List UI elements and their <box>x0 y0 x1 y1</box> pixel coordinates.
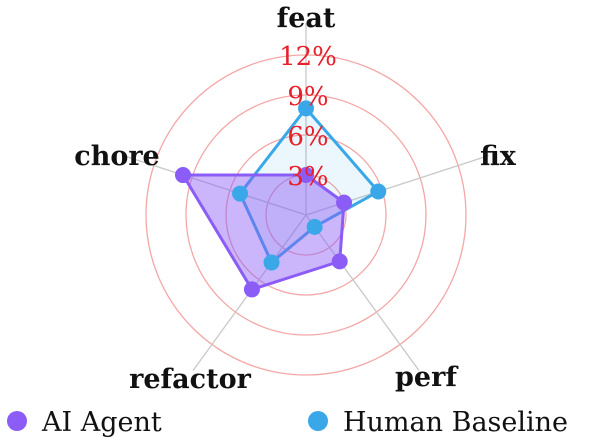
tick-labels: 3% 6% 9% 12% <box>279 42 337 192</box>
data-point-1-chore <box>232 185 249 202</box>
series-area-1 <box>238 106 380 264</box>
legend-marker-human-baseline <box>308 411 328 431</box>
axis-label-feat: feat <box>277 3 336 34</box>
axis-label-perf: perf <box>395 362 459 393</box>
data-point-1-fix <box>370 183 387 200</box>
data-point-0-chore <box>174 167 191 184</box>
data-point-1-refactor <box>263 254 280 271</box>
tick-label: 6% <box>287 122 328 152</box>
tick-label: 12% <box>279 42 337 72</box>
axis-label-chore: chore <box>74 141 159 172</box>
data-point-0-refactor <box>243 281 260 298</box>
tick-label: 9% <box>287 82 328 112</box>
series-layer <box>174 100 387 298</box>
data-point-1-perf <box>306 218 323 235</box>
legend: AI Agent Human Baseline <box>7 407 568 438</box>
axis-label-fix: fix <box>480 141 517 172</box>
axis-line-chore <box>123 155 307 216</box>
legend-label-human-baseline: Human Baseline <box>343 407 568 438</box>
tick-label: 3% <box>287 162 328 192</box>
axis-labels: feat fix perf refactor chore <box>74 3 517 395</box>
data-point-0-perf <box>331 253 348 270</box>
data-point-0-fix <box>336 194 353 211</box>
axis-label-refactor: refactor <box>129 364 251 395</box>
axis-line-fix <box>305 155 489 216</box>
axis-line-perf <box>305 214 420 371</box>
data-point-1-feat <box>298 100 314 117</box>
legend-label-ai-agent: AI Agent <box>41 407 162 438</box>
data-point-0-feat <box>298 167 314 183</box>
legend-marker-ai-agent <box>7 411 27 431</box>
